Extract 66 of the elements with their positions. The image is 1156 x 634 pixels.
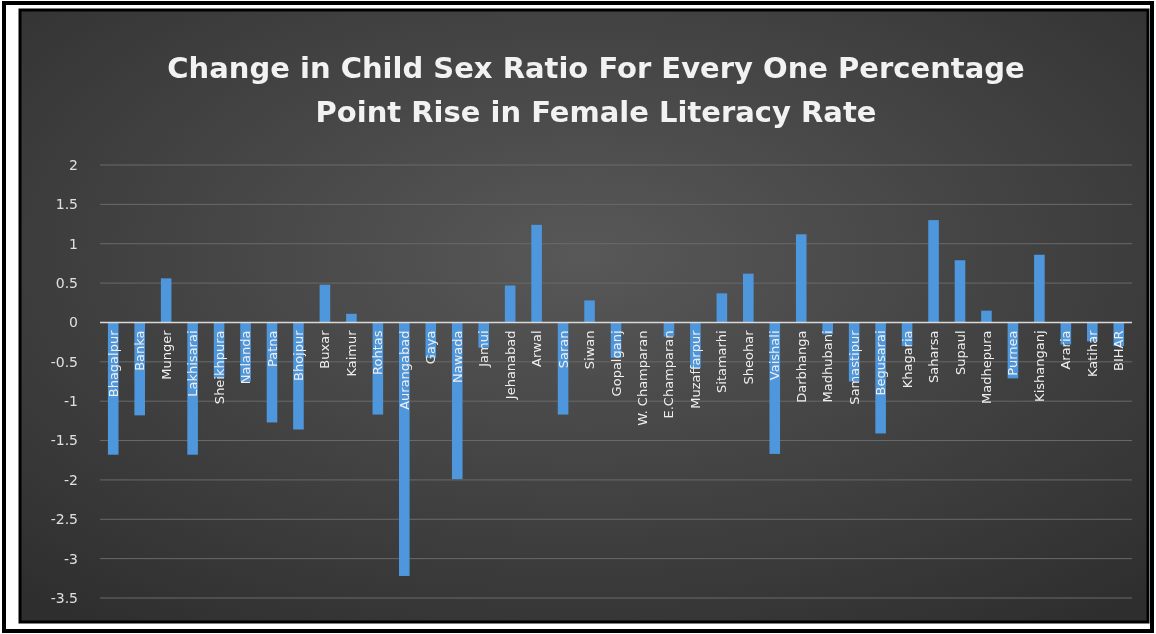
chart-title: Change in Child Sex Ratio For Every One Percentage Point Rise in Female Literacy Rate — [167, 51, 1025, 129]
x-tick-label: Kaimur — [343, 329, 359, 377]
x-tick-label: Siwan — [582, 330, 598, 370]
x-tick-label: BIHAR — [1111, 330, 1127, 371]
bar — [319, 284, 331, 323]
x-tick-label: Vaishali — [767, 330, 783, 381]
x-tick-label: Sheohar — [740, 329, 756, 385]
y-tick-label: -2.5 — [50, 511, 78, 528]
x-tick-label: W. Champaran — [635, 330, 651, 426]
x-tick-label: Katihar — [1084, 329, 1100, 377]
bar — [981, 310, 992, 323]
y-tick-label: 0.5 — [55, 274, 78, 291]
bar — [928, 220, 939, 323]
x-tick-label: Muzaffarpur — [687, 329, 703, 409]
y-tick-label: -2 — [64, 471, 78, 488]
x-tick-label: Buxar — [317, 329, 333, 369]
x-tick-label: Saharsa — [926, 330, 942, 383]
x-tick-label: Madhubani — [820, 330, 836, 403]
bar — [1034, 254, 1045, 323]
y-tick-label: -3 — [64, 550, 78, 567]
x-tick-label: Sheikhpura — [211, 330, 227, 405]
x-tick-label: Purnea — [1005, 330, 1021, 376]
bar — [716, 293, 728, 323]
y-tick-label: 0 — [69, 314, 78, 331]
x-tick-label: Munger — [158, 329, 174, 380]
x-tick-label: Begusarai — [873, 330, 889, 396]
bar — [954, 260, 966, 323]
bar — [584, 300, 595, 323]
y-tick-label: -3.5 — [50, 589, 78, 606]
x-tick-label: Gaya — [423, 330, 439, 365]
bar — [504, 285, 516, 323]
x-tick-label: Jamui — [476, 330, 492, 368]
y-tick-label: -1 — [64, 393, 78, 410]
x-tick-label: Jehanabad — [502, 330, 518, 401]
bar — [531, 224, 542, 323]
x-tick-label: Nawada — [449, 330, 465, 383]
y-tick-label: 2 — [69, 156, 78, 173]
x-tick-label: Supaul — [952, 330, 968, 376]
y-tick-label: -1.5 — [50, 432, 78, 449]
x-tick-label: Aurangabad — [396, 330, 412, 410]
x-tick-label: E.Champaran — [661, 330, 677, 419]
x-tick-label: Kishanganj — [1031, 330, 1047, 402]
x-tick-label: Nalanda — [238, 330, 254, 385]
y-tick-label: 1 — [69, 235, 78, 252]
bar — [795, 234, 807, 323]
x-tick-label: Gopalganj — [608, 330, 624, 397]
x-tick-label: Khagaria — [899, 330, 915, 389]
y-tick-label: -0.5 — [50, 353, 78, 370]
bar — [399, 322, 410, 576]
x-tick-label: Bhagalpur — [105, 329, 121, 398]
x-tick-label: Patna — [264, 330, 280, 367]
x-tick-label: Banka — [132, 330, 148, 371]
x-tick-label: Arwal — [529, 330, 545, 367]
x-tick-label: Sitamarhi — [714, 330, 730, 393]
x-tick-label: Samastipur — [846, 329, 862, 405]
x-tick-label: Darbhanga — [793, 330, 809, 403]
bar — [743, 273, 754, 323]
x-tick-label: Lakhisarai — [185, 330, 201, 397]
y-tick-label: 1.5 — [55, 196, 78, 213]
x-tick-label: Rohtas — [370, 330, 386, 375]
bar — [346, 313, 357, 323]
x-tick-label: Madhepura — [979, 330, 995, 404]
x-tick-label: Bhojpur — [291, 329, 307, 382]
x-tick-label: Araria — [1058, 330, 1074, 370]
bar — [160, 278, 172, 323]
x-tick-label: Saran — [555, 330, 571, 369]
